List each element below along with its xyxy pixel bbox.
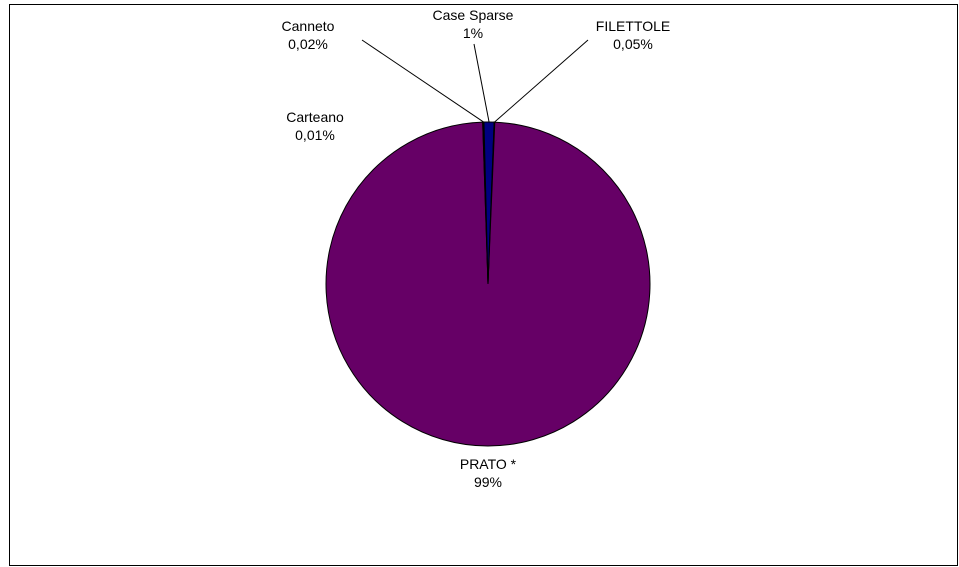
slice-label-case-sparse-value: 1% (462, 25, 484, 41)
slice-label-carteano-name: Carteano (286, 109, 344, 125)
slice-label-case-sparse: Case Sparse 1% (423, 6, 523, 42)
leader-line-canneto (361, 39, 484, 123)
slice-label-filettole-name: FILETTOLE (595, 18, 671, 34)
slice-label-filettole-value: 0,05% (613, 36, 653, 52)
slice-label-prato-value: 99% (473, 474, 503, 490)
slice-label-canneto-name: Canneto (281, 18, 335, 34)
leader-line-case-sparse (473, 43, 490, 123)
slice-label-prato: PRATO * 99% (438, 455, 538, 491)
slice-label-case-sparse-name: Case Sparse (432, 7, 514, 23)
slice-label-carteano-value: 0,01% (295, 127, 335, 143)
slice-label-canneto-value: 0,02% (288, 36, 328, 52)
slice-label-prato-name: PRATO * (459, 456, 517, 472)
leader-line-filettole (494, 39, 589, 123)
slice-label-canneto: Canneto 0,02% (268, 17, 348, 53)
slice-label-filettole: FILETTOLE 0,05% (583, 17, 683, 53)
slice-label-carteano: Carteano 0,01% (270, 108, 360, 144)
